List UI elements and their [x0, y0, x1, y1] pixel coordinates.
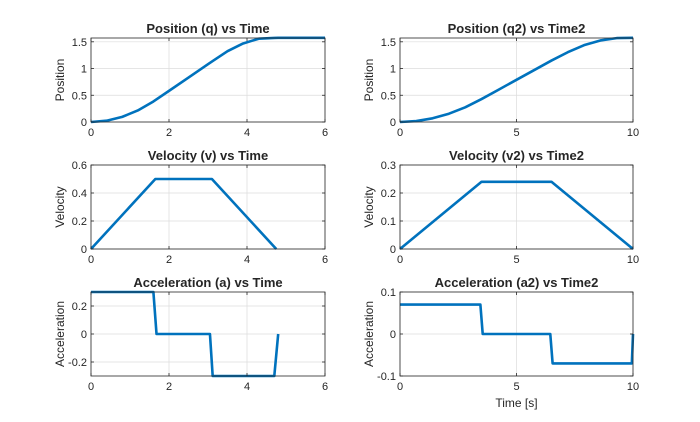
y-axis-label: Velocity: [53, 186, 67, 227]
y-tick-label: 1: [390, 64, 396, 76]
x-tick-label: 10: [627, 254, 639, 266]
y-tick-label: 0: [81, 117, 87, 129]
series-line-1: [400, 303, 635, 365]
x-tick-label: 6: [322, 254, 328, 266]
axes-frame: [90, 164, 326, 250]
y-tick-label: 1: [81, 64, 87, 76]
y-tick-label: 0.4: [72, 188, 87, 200]
x-tick-label: 2: [166, 381, 172, 393]
y-axis-label: Velocity: [362, 186, 376, 227]
y-tick-label: 0.1: [381, 216, 396, 228]
series-line-1: [90, 36, 325, 124]
y-tick-label: 0.3: [381, 160, 396, 172]
x-tick-label: 0: [88, 381, 94, 393]
x-tick-label: 0: [397, 381, 403, 393]
x-tick-label: 0: [397, 127, 403, 139]
x-axis-label: Time [s]: [495, 396, 537, 410]
chart-title: Acceleration (a) vs Time: [133, 275, 282, 290]
y-tick-label: 0: [390, 329, 396, 341]
x-tick-label: 5: [513, 254, 519, 266]
y-tick-label: -0.1: [377, 371, 396, 383]
y-tick-label: 0.5: [381, 90, 396, 102]
y-tick-label: 0: [390, 244, 396, 256]
subplot-1: 0 2 4 6 0 0.5 1 1.5 Position (q) vs Time Position: [53, 21, 328, 139]
y-tick-label: 1.5: [72, 37, 87, 49]
x-tick-label: 2: [166, 254, 172, 266]
y-axis-label: Position: [53, 59, 67, 102]
x-tick-label: 10: [627, 127, 639, 139]
y-tick-label: 0.5: [72, 90, 87, 102]
y-tick-label: 0.1: [381, 287, 396, 299]
subplot-4: 0 5 10 0 0.1 0.2 0.3 Velocity (v2) vs Time2 Velo…: [362, 148, 639, 266]
x-tick-label: 0: [88, 127, 94, 139]
x-tick-label: 6: [322, 381, 328, 393]
x-tick-label: 5: [513, 127, 519, 139]
series-line-1: [399, 180, 634, 251]
x-tick-label: 0: [397, 254, 403, 266]
x-tick-label: 5: [513, 381, 519, 393]
y-axis-label: Position: [362, 59, 376, 102]
chart-title: Velocity (v2) vs Time2: [449, 148, 584, 163]
chart-title: Position (q) vs Time: [146, 21, 269, 36]
x-tick-label: 6: [322, 127, 328, 139]
axes-frame: [90, 37, 326, 123]
chart-title: Acceleration (a2) vs Time2: [435, 275, 599, 290]
y-tick-label: 0.2: [381, 188, 396, 200]
y-tick-label: -0.2: [68, 357, 87, 369]
subplot-2: 0 5 10 0 0.5 1 1.5 Position (q2) vs Time2 Positi…: [362, 21, 639, 139]
series-line-1: [399, 36, 634, 124]
chart-title: Position (q2) vs Time2: [448, 21, 586, 36]
x-tick-label: 4: [244, 127, 250, 139]
y-tick-label: 1.5: [381, 37, 396, 49]
x-tick-label: 4: [244, 381, 250, 393]
y-tick-label: 0.2: [72, 216, 87, 228]
subplot-3: 0 2 4 6 0 0.2 0.4 0.6 Velocity (v) vs Time Veloci…: [53, 148, 328, 266]
y-tick-label: 0: [390, 117, 396, 129]
chart-title: Velocity (v) vs Time: [148, 148, 268, 163]
x-tick-label: 2: [166, 127, 172, 139]
y-axis-label: Acceleration: [362, 301, 376, 367]
y-tick-label: 0.6: [72, 160, 87, 172]
y-axis-label: Acceleration: [53, 301, 67, 367]
y-tick-label: 0.2: [72, 301, 87, 313]
x-tick-label: 4: [244, 254, 250, 266]
y-tick-label: 0: [81, 244, 87, 256]
x-tick-label: 10: [627, 381, 639, 393]
x-tick-label: 0: [88, 254, 94, 266]
series-line-1: [90, 177, 278, 250]
y-tick-label: 0: [81, 329, 87, 341]
